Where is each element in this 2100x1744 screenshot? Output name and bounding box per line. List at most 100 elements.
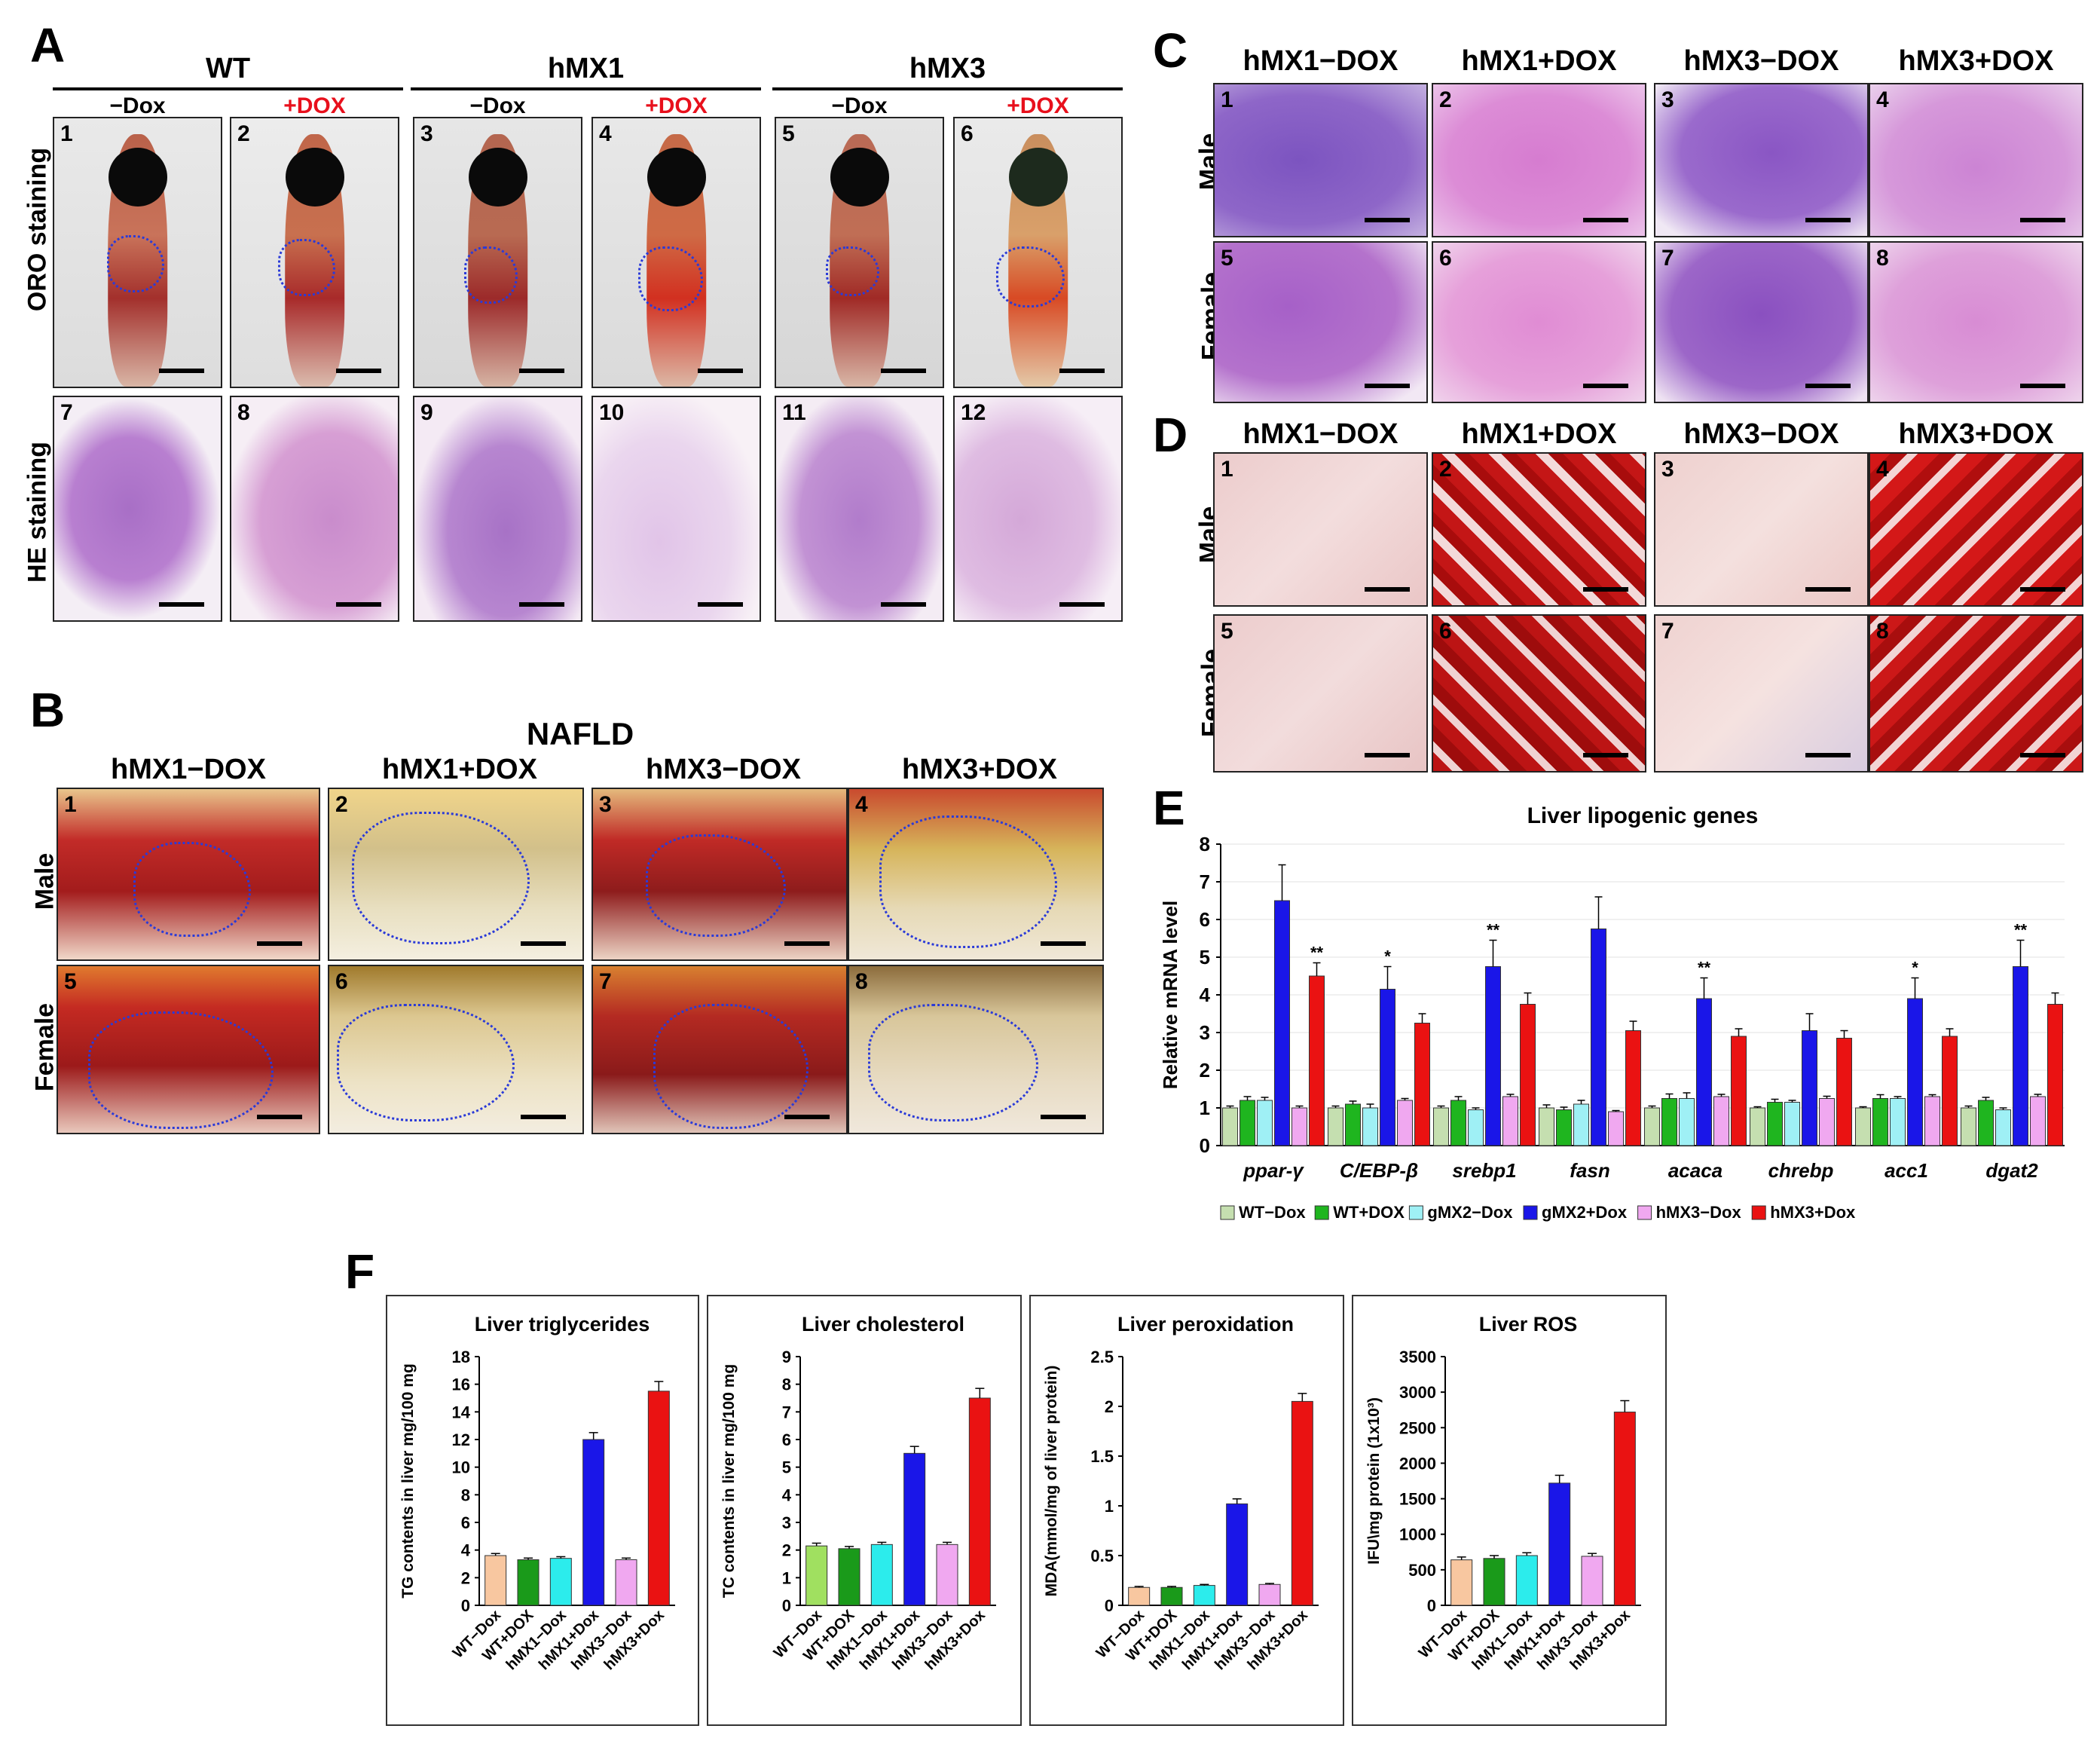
bar: [1362, 1107, 1378, 1146]
y-tick-label: 2500: [1399, 1418, 1436, 1437]
panel-label-d: D: [1153, 408, 1188, 462]
b-column-title: hMX3−DOX: [646, 754, 801, 785]
significance-marker: **: [1310, 944, 1324, 962]
bar: [1257, 1100, 1273, 1146]
legend-swatch: [1314, 1205, 1329, 1220]
y-tick-label: 2000: [1399, 1454, 1436, 1473]
group-title-wt: WT: [205, 53, 251, 84]
bar: [1380, 989, 1395, 1146]
panel-label-e: E: [1153, 781, 1185, 835]
bar: [1450, 1559, 1473, 1606]
bar: [1468, 1109, 1484, 1146]
chart-title: Liver triglycerides: [475, 1313, 650, 1336]
he-image: 9: [413, 396, 582, 622]
treatment-label: +DOX: [1007, 93, 1069, 118]
y-tick-label: 1500: [1399, 1490, 1436, 1509]
legend-label: hMX3+Dox: [1770, 1203, 1856, 1222]
oro-image: 4: [591, 117, 761, 388]
legend-swatch: [1637, 1205, 1652, 1220]
nafld-photo: 7: [591, 965, 848, 1134]
oro-image: 5: [775, 117, 944, 388]
significance-marker: **: [1698, 959, 1711, 978]
bar: [1450, 1100, 1466, 1146]
he-image: 10: [591, 396, 761, 622]
bar: [1193, 1585, 1215, 1606]
he-liver-image: 8: [1869, 241, 2083, 403]
nafld-photo: 8: [848, 965, 1104, 1134]
y-tick-label: 0: [1427, 1596, 1436, 1615]
he-image: 7: [53, 396, 222, 622]
d-column-title: hMX1+DOX: [1461, 418, 1617, 450]
scale-bar: [521, 1115, 566, 1119]
he-liver-image: 4: [1869, 83, 2083, 237]
bar: [1539, 1107, 1554, 1146]
y-tick-label: 8: [782, 1375, 791, 1394]
treatment-label: −Dox: [469, 93, 526, 118]
image-number: 5: [64, 969, 77, 994]
group-title-hmx1: hMX1: [547, 53, 625, 84]
significance-marker: *: [1912, 959, 1918, 978]
y-tick-label: 14: [452, 1403, 471, 1421]
group-line-hmx1: [411, 87, 761, 90]
bar: [1890, 1098, 1906, 1146]
scale-bar: [159, 369, 204, 373]
bar: [1226, 1503, 1249, 1606]
y-axis-label: TC contents in liver mg/100 mg: [720, 1364, 738, 1598]
chart-f4: Liver ROS 0 500 1000 1500 2000 2500 3000 3500 IFU…: [1365, 1313, 1641, 1673]
scale-bar: [1059, 369, 1105, 373]
scale-bar: [1805, 218, 1851, 222]
image-number: 7: [599, 969, 612, 994]
x-tick-label: srebp1: [1452, 1159, 1516, 1182]
y-axis-label: IFU\mg protein (1x10³): [1365, 1397, 1383, 1565]
image-number: 8: [855, 969, 868, 994]
oro-liver-image: 3: [1654, 452, 1869, 607]
scale-bar: [2020, 753, 2065, 757]
scale-bar: [2020, 384, 2065, 388]
y-tick-label: 5: [1200, 946, 1210, 968]
oro-liver-image: 5: [1213, 614, 1428, 773]
group-line-hmx3: [772, 87, 1123, 90]
scale-bar: [1059, 602, 1105, 607]
image-number: 1: [1221, 457, 1233, 482]
bar: [1924, 1096, 1940, 1146]
c-column-title: hMX3+DOX: [1898, 45, 2054, 77]
chart-f2-frame: Liver cholesterol 0 1 2 3 4 5 6 7 8 9 TC contents i…: [707, 1295, 1022, 1726]
oro-liver-image: 4: [1869, 452, 2083, 607]
b-column-title: hMX3+DOX: [902, 754, 1057, 785]
chart-title: Liver peroxidation: [1117, 1313, 1294, 1336]
image-number: 7: [60, 400, 73, 425]
bar: [1855, 1107, 1871, 1146]
group-line-wt: [53, 87, 403, 90]
nafld-photo: 6: [328, 965, 584, 1134]
bar: [2047, 1004, 2063, 1146]
bar: [1485, 966, 1501, 1146]
bar: [582, 1439, 605, 1606]
he-liver-image: 5: [1213, 241, 1428, 403]
y-tick-label: 3500: [1399, 1348, 1436, 1366]
oro-liver-image: 6: [1432, 614, 1646, 773]
image-number: 6: [961, 121, 974, 146]
bar: [1515, 1555, 1538, 1606]
he-liver-image: 1: [1213, 83, 1428, 237]
scale-bar: [784, 941, 830, 946]
bar: [1608, 1111, 1624, 1146]
scale-bar: [257, 1115, 302, 1119]
he-liver-image: 3: [1654, 83, 1869, 237]
bar: [1713, 1096, 1729, 1146]
image-number: 5: [1221, 246, 1233, 271]
group-title-hmx3: hMX3: [909, 53, 986, 84]
image-number: 2: [1439, 87, 1452, 112]
y-tick-label: 2: [1105, 1397, 1114, 1416]
image-number: 2: [237, 121, 250, 146]
bar: [1291, 1107, 1307, 1146]
bar: [1819, 1098, 1835, 1146]
bar: [1995, 1109, 2011, 1146]
bar: [1573, 1103, 1589, 1146]
scale-bar: [257, 941, 302, 946]
scale-bar: [881, 369, 926, 373]
image-number: 8: [1876, 246, 1889, 271]
chart-f4-frame: Liver ROS 0 500 1000 1500 2000 2500 3000 3500 IFU…: [1352, 1295, 1667, 1726]
y-tick-label: 0: [1105, 1596, 1114, 1615]
image-number: 3: [599, 792, 612, 817]
bar: [870, 1544, 893, 1606]
